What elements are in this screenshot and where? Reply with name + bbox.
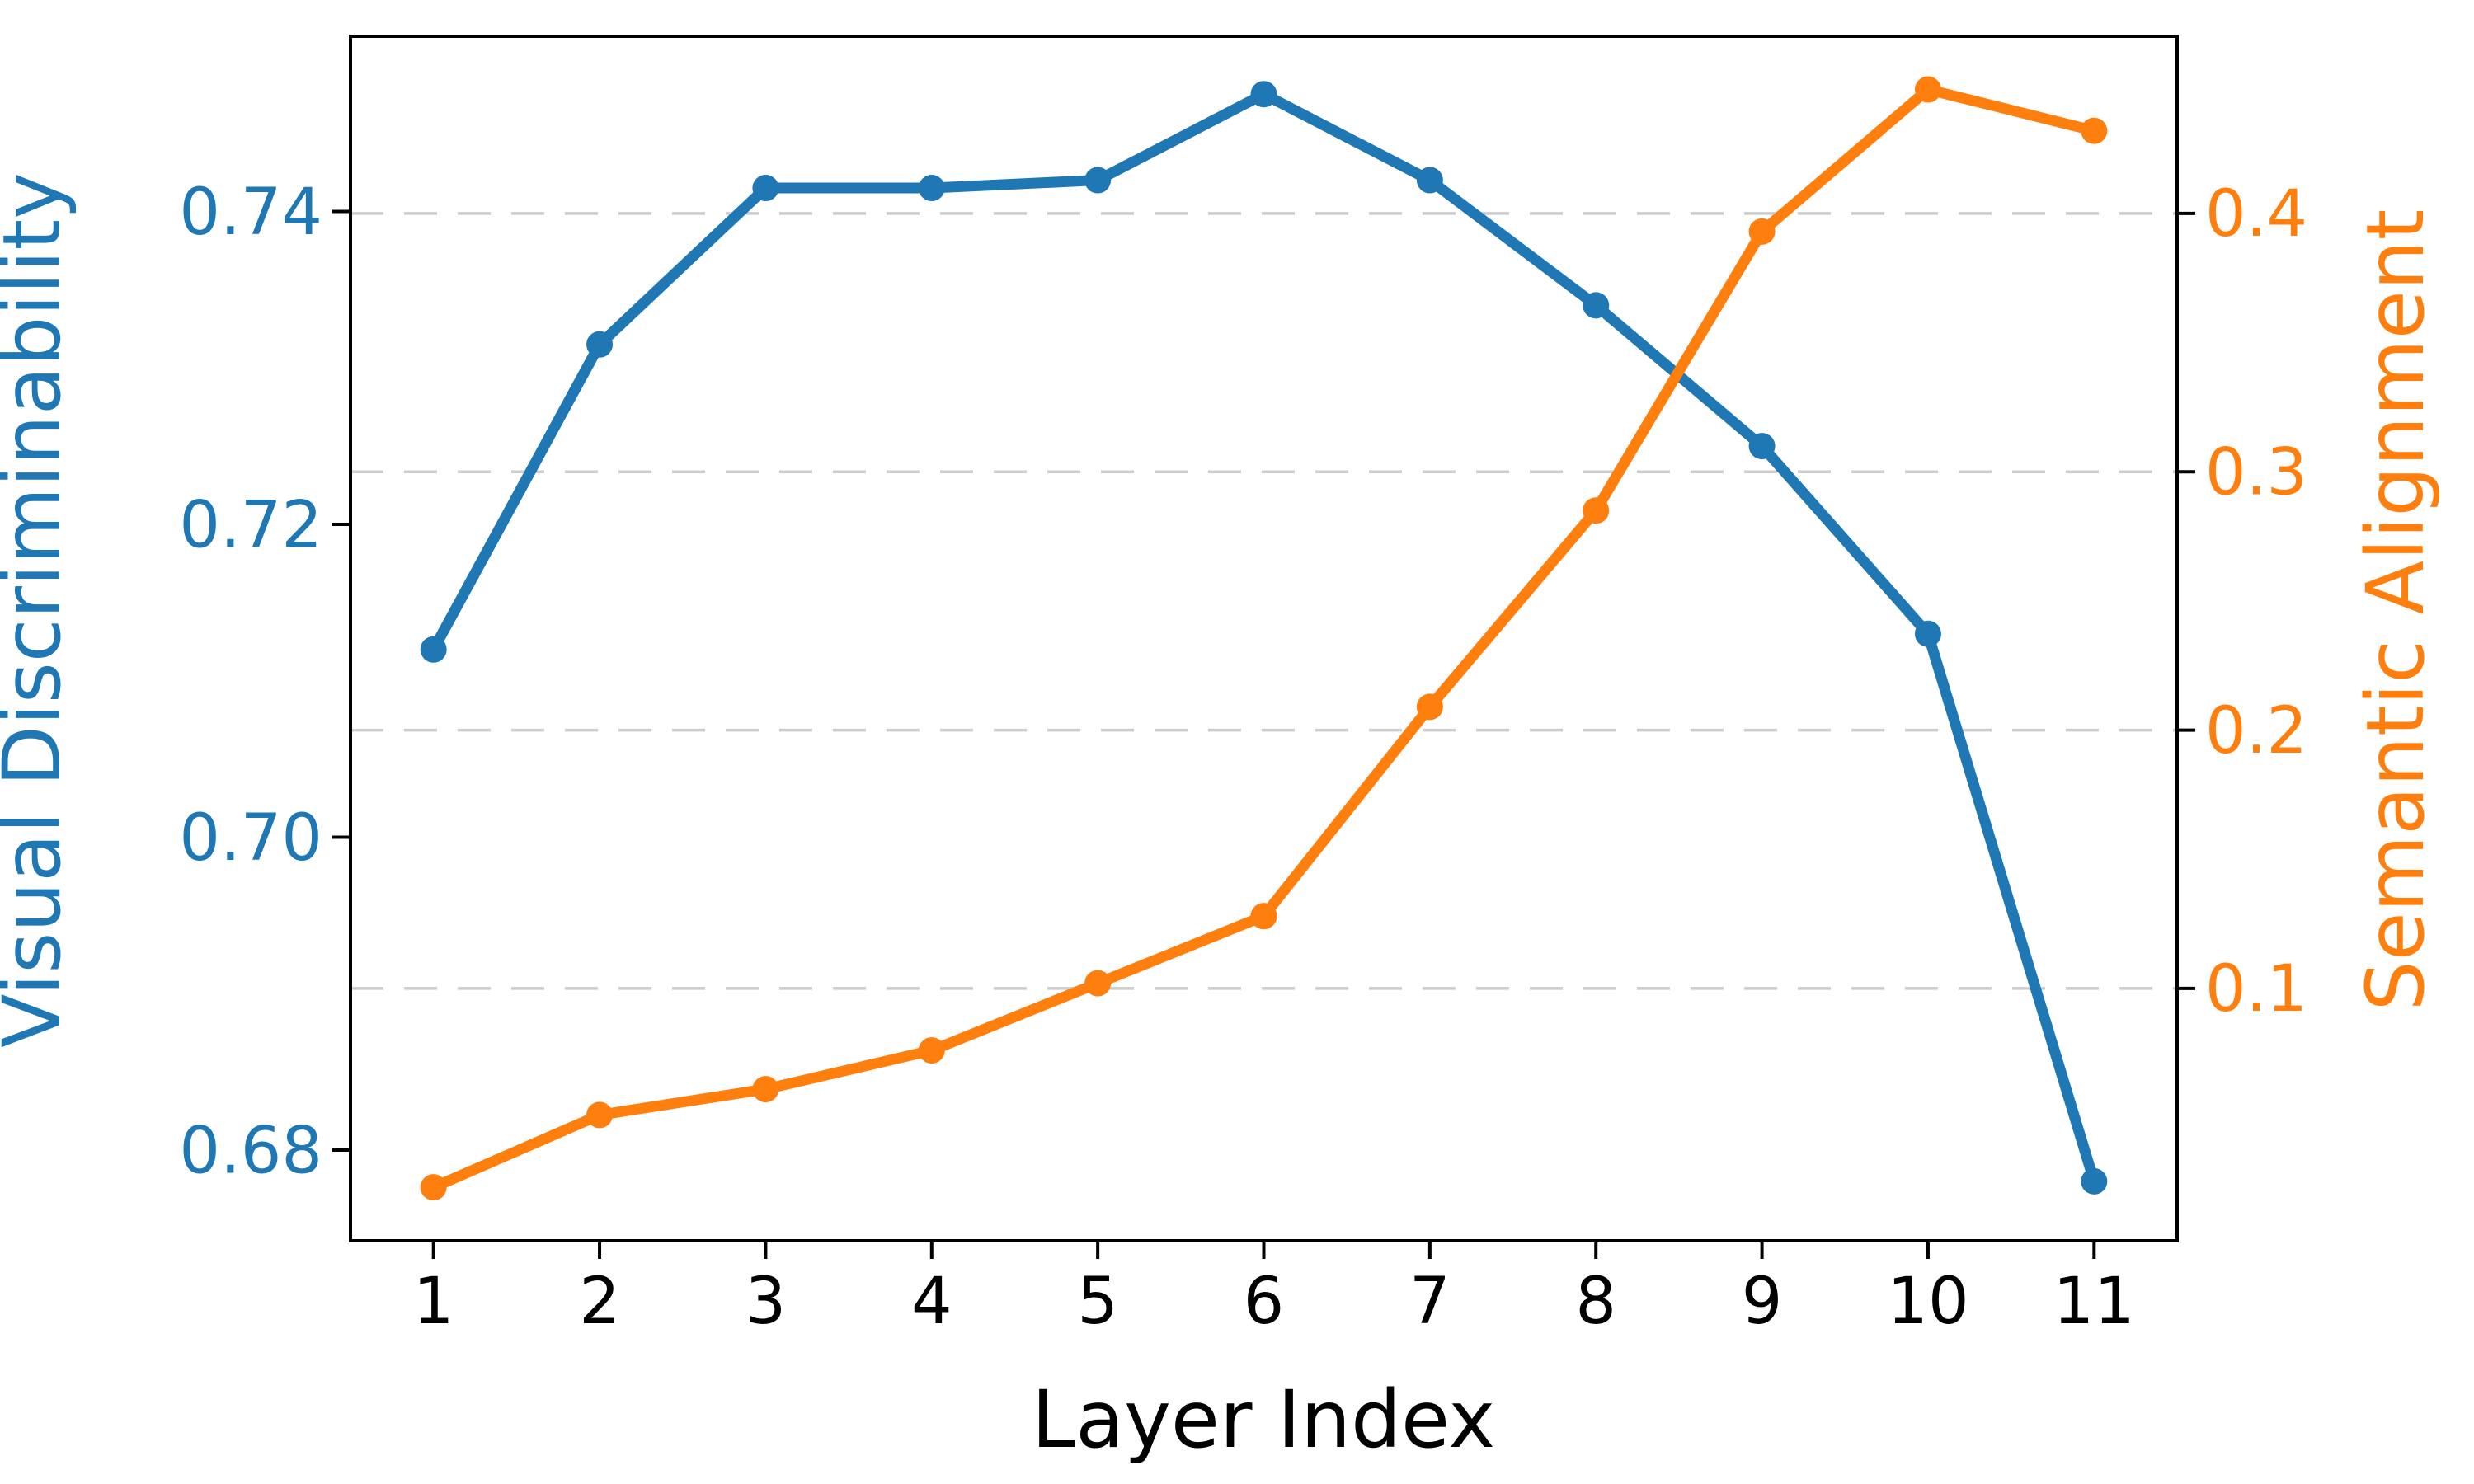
x-axis-tick-label: 3 xyxy=(745,1265,787,1339)
data-point-semantic-alignment xyxy=(1416,693,1443,721)
right-axis-tick-label: 0.3 xyxy=(2205,436,2307,510)
x-axis-tick-label: 7 xyxy=(1409,1265,1451,1339)
data-point-semantic-alignment xyxy=(586,1101,614,1129)
data-point-semantic-alignment xyxy=(1250,903,1277,930)
left-axis-label: Visual Discriminability xyxy=(0,172,78,1048)
data-point-visual-discriminability xyxy=(420,636,447,663)
data-point-semantic-alignment xyxy=(918,1037,945,1064)
left-axis-tick-label: 0.70 xyxy=(179,801,322,876)
right-axis-tick-label: 0.4 xyxy=(2205,177,2307,251)
data-point-semantic-alignment xyxy=(1084,970,1112,997)
plot-border xyxy=(349,35,2179,1242)
x-axis-tick-label: 10 xyxy=(1887,1265,1968,1339)
series-line-semantic-alignment xyxy=(428,84,2100,1193)
series-line-visual-discriminability xyxy=(428,88,2100,1187)
left-axis-tick-label: 0.68 xyxy=(179,1114,322,1188)
x-axis-tick-label: 4 xyxy=(911,1265,952,1339)
x-axis-tick-label: 8 xyxy=(1575,1265,1616,1339)
right-axis-tick-label: 0.1 xyxy=(2205,952,2307,1026)
x-axis-tick-label: 1 xyxy=(413,1265,454,1339)
data-point-visual-discriminability xyxy=(918,175,945,202)
left-axis-tick-label: 0.72 xyxy=(179,488,322,562)
left-axis-tick-label: 0.74 xyxy=(179,176,322,250)
data-point-visual-discriminability xyxy=(1583,292,1610,319)
plot-area: 1 2 3 4 5 6 7 8 9 10 11 0.68 0.70 0.72 0.74 0.1 0.2 0.3 0.… xyxy=(179,35,2307,1339)
right-axis-tick-label: 0.2 xyxy=(2205,694,2307,768)
data-point-visual-discriminability xyxy=(2081,1167,2108,1195)
x-axis-tick-label: 6 xyxy=(1244,1265,1285,1339)
data-point-semantic-alignment xyxy=(1583,497,1610,524)
x-axis-tick-label: 5 xyxy=(1077,1265,1118,1339)
data-point-visual-discriminability xyxy=(1914,620,1941,647)
x-axis-label: Layer Index xyxy=(1032,1374,1495,1466)
data-point-semantic-alignment xyxy=(1748,218,1776,245)
x-axis-tick-label: 9 xyxy=(1742,1265,1783,1339)
data-point-visual-discriminability xyxy=(1084,167,1112,194)
data-point-visual-discriminability xyxy=(1748,433,1776,460)
data-point-semantic-alignment xyxy=(752,1076,779,1103)
data-point-visual-discriminability xyxy=(586,331,614,358)
data-point-semantic-alignment xyxy=(1914,76,1941,103)
data-point-visual-discriminability xyxy=(1250,81,1277,108)
data-point-semantic-alignment xyxy=(2081,117,2108,144)
right-axis-label: Semantic Alignment xyxy=(2349,209,2442,1012)
x-axis-tick-label: 11 xyxy=(2053,1265,2135,1339)
data-point-semantic-alignment xyxy=(420,1174,447,1201)
data-point-visual-discriminability xyxy=(752,175,779,202)
x-axis-tick-label: 2 xyxy=(579,1265,620,1339)
data-point-visual-discriminability xyxy=(1416,167,1443,194)
